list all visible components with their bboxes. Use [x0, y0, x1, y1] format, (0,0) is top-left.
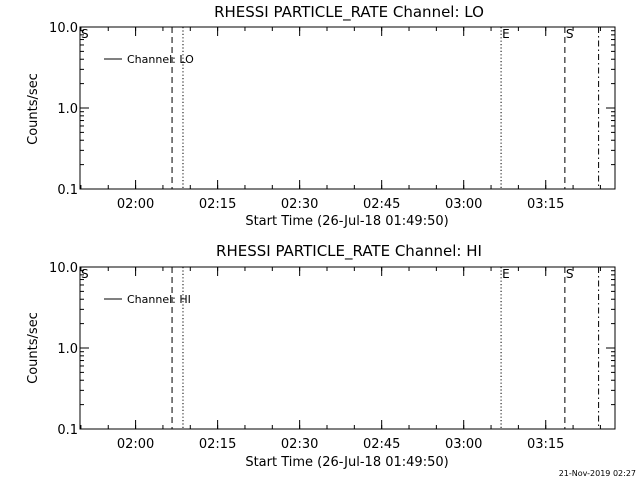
y-tick-label: 0.1	[57, 423, 78, 438]
x-ticks: 02:00 02:15 02:30 02:45 03:00 03:15	[80, 267, 601, 452]
y-tick-label: 0.1	[57, 183, 78, 198]
time-marker-label: S	[566, 267, 574, 281]
x-tick-label: 03:15	[527, 437, 564, 452]
x-ticks: 02:00 02:15 02:30 02:45 03:00 03:15	[80, 27, 601, 212]
x-tick-label: 02:00	[117, 437, 154, 452]
x-tick-label: 03:15	[527, 197, 564, 212]
x-tick-label: 03:00	[445, 197, 482, 212]
x-tick-label: 02:45	[363, 437, 400, 452]
y-tick-label: 10.0	[49, 21, 78, 36]
x-tick-label: 02:30	[281, 437, 318, 452]
plot-frame	[79, 266, 616, 430]
generation-timestamp: 21-Nov-2019 02:27	[559, 469, 636, 478]
x-axis-label: Start Time (26-Jul-18 01:49:50)	[245, 455, 448, 470]
x-tick-label: 03:00	[445, 437, 482, 452]
chart-title: RHESSI PARTICLE_RATE Channel: HI	[216, 242, 482, 261]
legend: Channel: LO	[104, 53, 194, 66]
x-tick-label: 02:15	[199, 437, 236, 452]
y-ticks: 0.1 1.0 10.0	[49, 21, 615, 198]
time-marker-label: E	[502, 27, 510, 41]
y-tick-label: 1.0	[57, 342, 78, 357]
y-ticks: 0.1 1.0 10.0	[49, 261, 615, 438]
y-axis-label: Counts/sec	[26, 73, 41, 145]
plot-frame	[79, 26, 616, 190]
time-marker-label: E	[502, 267, 510, 281]
time-marker-label: S	[81, 27, 89, 41]
chart-panel-lo: RHESSI PARTICLE_RATE Channel: LO Counts/…	[26, 3, 616, 229]
x-tick-label: 02:00	[117, 197, 154, 212]
time-marker-label: S	[81, 267, 89, 281]
chart-panel-hi: RHESSI PARTICLE_RATE Channel: HI Counts/…	[26, 242, 616, 470]
x-axis-label: Start Time (26-Jul-18 01:49:50)	[245, 214, 448, 229]
legend: Channel: HI	[104, 293, 191, 306]
y-axis-label: Counts/sec	[26, 312, 41, 384]
x-tick-label: 02:30	[281, 197, 318, 212]
y-tick-label: 10.0	[49, 261, 78, 276]
chart-title: RHESSI PARTICLE_RATE Channel: LO	[214, 3, 484, 22]
time-marker-label: S	[566, 27, 574, 41]
x-tick-label: 02:15	[199, 197, 236, 212]
legend-label: Channel: LO	[127, 53, 194, 66]
x-tick-label: 02:45	[363, 197, 400, 212]
legend-label: Channel: HI	[127, 293, 191, 306]
y-tick-label: 1.0	[57, 102, 78, 117]
